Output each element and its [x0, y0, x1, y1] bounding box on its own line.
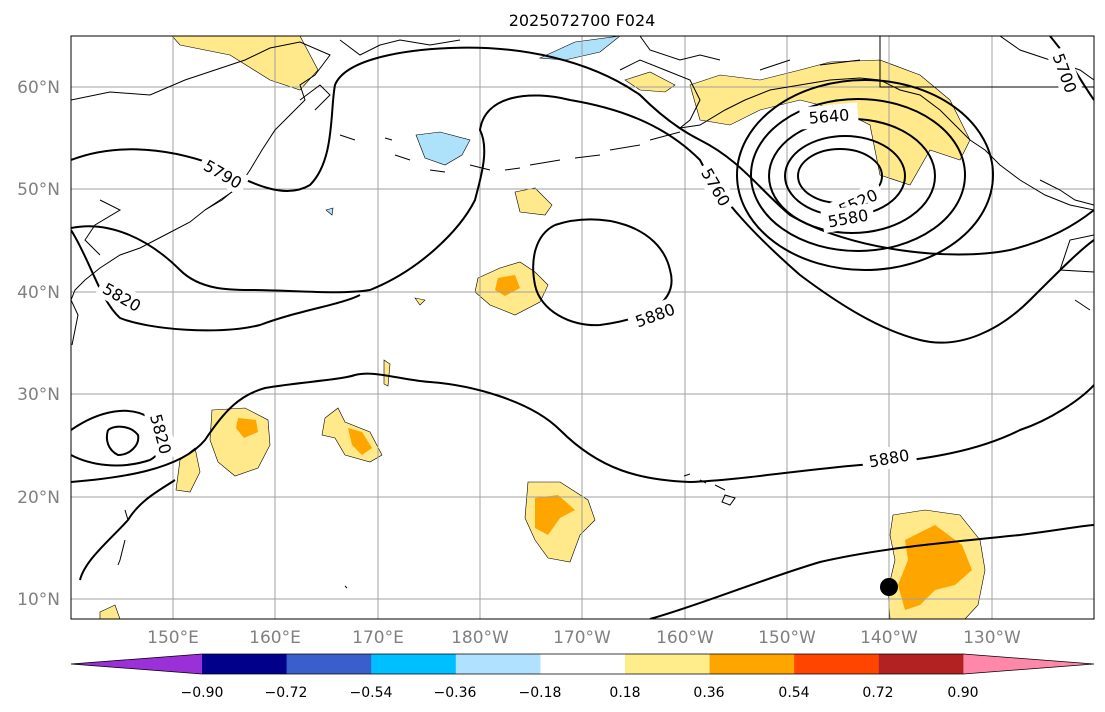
shaded-negative-light — [325, 36, 621, 216]
colorbar-tick-label: 0.54 — [778, 685, 809, 701]
colorbar-segment — [540, 654, 626, 674]
colorbar-segment — [878, 654, 964, 674]
lon-label: 160°E — [249, 628, 301, 648]
colorbar-segment — [709, 654, 795, 674]
lon-labels: 150°E 160°E 170°E 180°W 170°W 160°W 150°… — [147, 628, 1021, 648]
lon-label: 150°E — [147, 628, 199, 648]
colorbar-segment — [371, 654, 457, 674]
colorbar-segment — [286, 654, 372, 674]
map-plot-area: 5700 5790 5820 5640 5760 5520 5580 5880 … — [71, 36, 1094, 619]
lon-label: 140°W — [860, 628, 918, 648]
lon-label: 160°W — [656, 628, 714, 648]
lat-label: 30°N — [17, 385, 60, 405]
colorbar-tick-label: 0.36 — [693, 685, 724, 701]
colorbar-tick-label: 0.72 — [862, 685, 893, 701]
lon-label: 180°W — [451, 628, 509, 648]
lat-labels: 60°N 50°N 40°N 30°N 20°N 10°N — [17, 78, 60, 610]
colorbar-segment — [625, 654, 711, 674]
colorbar-outline — [70, 653, 1095, 675]
colorbar-tick-label: −0.90 — [181, 685, 224, 701]
lat-label: 20°N — [17, 488, 60, 508]
lon-label: 150°W — [758, 628, 816, 648]
colorbar-extend-max — [963, 654, 1094, 674]
lat-label: 50°N — [17, 180, 60, 200]
contour-label: 5640 — [808, 105, 850, 127]
colorbar-segment — [202, 654, 288, 674]
colorbar-tick-label: −0.54 — [350, 685, 393, 701]
lat-label: 40°N — [17, 283, 60, 303]
lat-label: 60°N — [17, 78, 60, 98]
location-marker — [880, 578, 898, 596]
colorbar-tick-label: 0.18 — [609, 685, 640, 701]
colorbar-segment — [455, 654, 541, 674]
colorbar-segment — [794, 654, 880, 674]
map-title: 2025072700 F024 — [509, 11, 656, 30]
plot-frame — [70, 35, 1095, 620]
lon-label: 170°E — [352, 628, 404, 648]
lat-label: 10°N — [17, 590, 60, 610]
lon-label: 130°W — [963, 628, 1021, 648]
colorbar — [70, 653, 1095, 675]
colorbar-tick-label: 0.90 — [947, 685, 978, 701]
colorbar-tick-label: −0.36 — [434, 685, 477, 701]
colorbar-labels: −0.90 −0.72 −0.54 −0.36 −0.18 0.18 0.36 … — [181, 685, 979, 701]
colorbar-extend-min — [71, 654, 202, 674]
colorbar-tick-label: −0.72 — [265, 685, 308, 701]
lon-label: 170°W — [553, 628, 611, 648]
colorbar-tick-label: −0.18 — [519, 685, 562, 701]
